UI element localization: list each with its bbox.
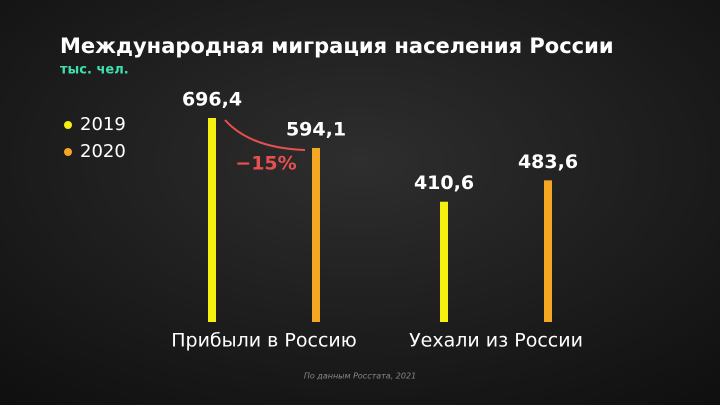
bar bbox=[312, 147, 320, 322]
source: По данным Росстата, 2021 bbox=[304, 372, 416, 381]
annotation: −15% bbox=[235, 153, 296, 175]
bar bbox=[208, 118, 216, 322]
x-tick-label: Уехали из России bbox=[409, 330, 583, 352]
x-tick-label: Прибыли в Россию bbox=[171, 330, 357, 352]
legend-label: 2019 bbox=[80, 114, 126, 135]
value-label: 483,6 bbox=[518, 151, 578, 173]
chart-title: Международная миграция населения России bbox=[60, 34, 614, 58]
chart-subtitle: тыс. чел. bbox=[60, 63, 129, 78]
legend-marker bbox=[64, 121, 72, 129]
value-label: 594,1 bbox=[286, 118, 346, 140]
value-label: 696,4 bbox=[182, 89, 242, 111]
legend-marker bbox=[64, 148, 72, 156]
change-arrow bbox=[224, 119, 306, 151]
value-label: 410,6 bbox=[414, 172, 474, 194]
legend-label: 2020 bbox=[80, 141, 126, 162]
bar bbox=[544, 180, 552, 322]
bar bbox=[440, 201, 448, 322]
